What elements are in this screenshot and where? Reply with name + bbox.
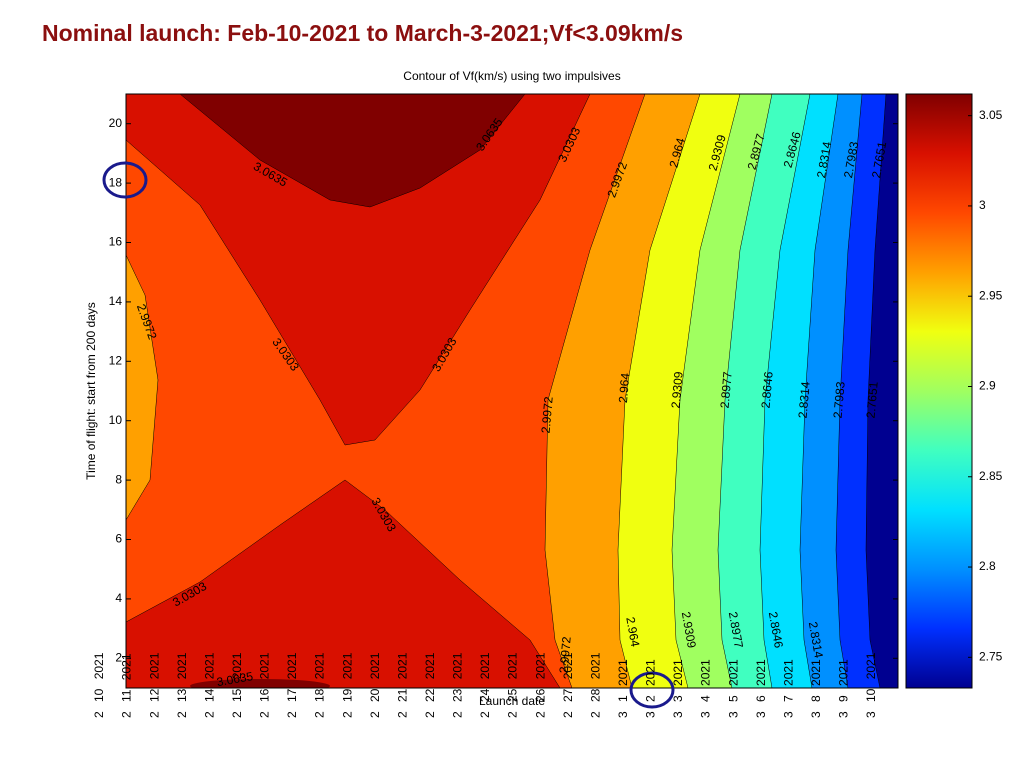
y-tick-label: 20: [109, 116, 123, 130]
y-tick-label: 16: [109, 235, 123, 249]
contour-label: 2.8977: [726, 611, 746, 650]
plot-frame: [125, 93, 899, 689]
colorbar-tick-label: 3.05: [979, 108, 1003, 122]
x-tick-label: 3 6 2021: [754, 659, 768, 718]
contour-band: [179, 94, 526, 208]
chart-title: Contour of Vf(km/s) using two impulsives: [403, 69, 620, 83]
x-tick-label: 2 12 2021: [147, 652, 161, 718]
y-tick-label: 2: [115, 650, 122, 664]
contour-band: [865, 94, 898, 688]
x-tick-label: 2 10 2021: [92, 652, 106, 718]
x-tick-label: 2 14 2021: [202, 652, 216, 718]
contour-label: 2.9309: [679, 611, 699, 650]
x-tick-label: 2 27 2021: [561, 652, 575, 718]
y-tick-label: 8: [115, 472, 122, 486]
contour-band: [126, 94, 591, 446]
contour-label: 2.9309: [669, 371, 686, 409]
colorbar-tick-label: 2.95: [979, 288, 1003, 302]
x-tick-label: 2 21 2021: [395, 652, 409, 718]
x-tick-label: 2 17 2021: [285, 652, 299, 718]
contour-label: 2.7651: [864, 381, 881, 419]
colorbar: [905, 93, 973, 689]
y-tick-label: 18: [109, 175, 123, 189]
contour-label: 2.964: [623, 616, 642, 648]
contour-label: 2.8314: [796, 381, 813, 419]
page-title: Nominal launch: Feb-10-2021 to March-3-2…: [42, 20, 683, 46]
colorbar-tick-label: 2.8: [979, 559, 996, 573]
x-tick-label: 2 20 2021: [368, 652, 382, 718]
x-tick-label: 2 25 2021: [506, 652, 520, 718]
colorbar-tick-label: 2.85: [979, 469, 1003, 483]
colorbar-tick-label: 2.75: [979, 649, 1003, 663]
x-tick-label: 3 10 2021: [864, 652, 878, 718]
contour-band: [126, 254, 159, 521]
contour-label: 2.7983: [841, 140, 861, 179]
x-tick-label: 2 26 2021: [533, 652, 547, 718]
highlight-circle: [102, 161, 148, 199]
x-tick-label: 3 9 2021: [837, 659, 851, 718]
contour-label: 2.964: [616, 372, 633, 403]
x-tick-label: 2 18 2021: [313, 652, 327, 718]
y-tick-label: 4: [115, 591, 122, 605]
x-tick-label: 2 22 2021: [423, 652, 437, 718]
colorbar-tick-label: 3: [979, 198, 986, 212]
y-tick-label: 6: [115, 532, 122, 546]
contour-label: 2.8646: [766, 611, 786, 650]
highlight-circle: [629, 671, 675, 709]
contour-label: 3.0635: [216, 669, 255, 689]
x-tick-label: 2 19 2021: [340, 652, 354, 718]
x-tick-label: 3 5 2021: [726, 659, 740, 718]
x-tick-label: 3 3 2021: [671, 659, 685, 718]
contour-label: 2.8314: [806, 621, 826, 660]
contour-label: 2.8646: [759, 371, 776, 409]
x-tick-label: 3 8 2021: [809, 659, 823, 718]
x-tick-label: 3 2 2021: [644, 659, 658, 718]
y-tick-label: 10: [109, 413, 123, 427]
contour-band: [190, 679, 330, 688]
x-tick-label: 2 13 2021: [175, 652, 189, 718]
x-tick-label: 2 28 2021: [588, 652, 602, 718]
y-tick-label: 12: [109, 353, 123, 367]
x-tick-label: 3 4 2021: [699, 659, 713, 718]
contour-label: 2.8314: [814, 140, 834, 179]
x-tick-label: 3 7 2021: [781, 659, 795, 718]
x-tick-label: 2 11 2021: [120, 653, 134, 718]
y-tick-label: 14: [109, 294, 123, 308]
colorbar-tick-label: 2.9: [979, 379, 996, 393]
y-axis-label: Time of flight: start from 200 days: [84, 302, 98, 480]
contour-label: 2.9972: [539, 396, 556, 434]
contour-label: 2.7983: [831, 381, 848, 419]
x-tick-label: 2 24 2021: [478, 652, 492, 718]
contour-label: 2.7651: [869, 140, 889, 179]
contour-label: 2.8977: [718, 371, 735, 409]
x-tick-label: 2 16 2021: [258, 652, 272, 718]
x-tick-label: 3 1 2021: [616, 659, 630, 718]
contour-label: 2.9972: [557, 636, 574, 674]
x-tick-label: 2 23 2021: [451, 652, 465, 718]
x-tick-label: 2 15 2021: [230, 652, 244, 718]
x-axis-label: Launch date: [479, 694, 545, 708]
contour-band: [126, 479, 561, 688]
